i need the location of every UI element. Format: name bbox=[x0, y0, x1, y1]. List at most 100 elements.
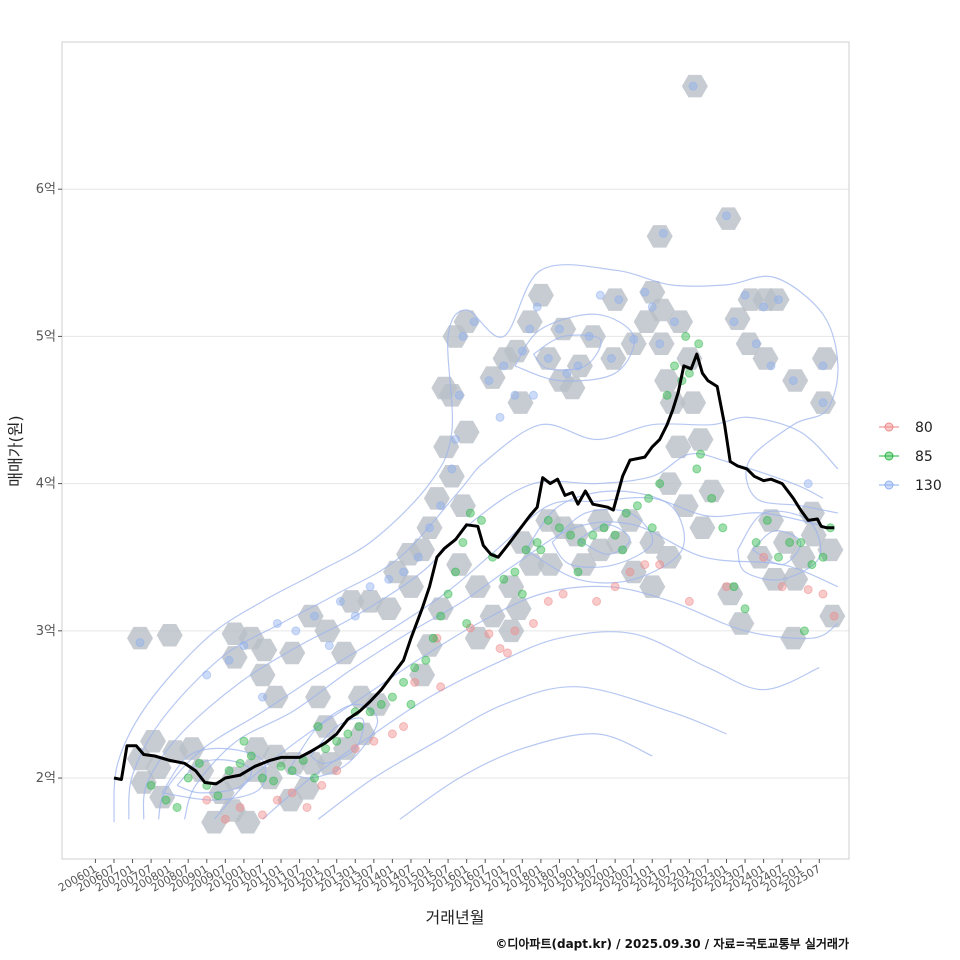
data-point-85 bbox=[692, 464, 702, 474]
data-point-130 bbox=[350, 611, 360, 621]
hexbin-cell bbox=[587, 509, 614, 532]
hexbin-cell bbox=[782, 369, 809, 392]
hexbin-cell bbox=[656, 546, 682, 569]
y-tick-label: 4억 bbox=[36, 477, 56, 492]
data-point-85 bbox=[694, 339, 704, 349]
hexbin-cell bbox=[409, 538, 436, 562]
hexbin-cell bbox=[243, 737, 270, 760]
data-point-130 bbox=[525, 324, 535, 334]
y-tick-label: 6억 bbox=[36, 182, 56, 197]
hexbin-cell bbox=[338, 590, 365, 613]
data-point-85 bbox=[462, 618, 472, 628]
hexbin-cell bbox=[505, 597, 532, 620]
data-point-80 bbox=[302, 802, 312, 812]
data-point-85 bbox=[573, 567, 583, 577]
data-point-130 bbox=[647, 302, 657, 312]
hexbin-cell bbox=[409, 663, 436, 687]
data-point-85 bbox=[554, 523, 564, 533]
hexbin-cell bbox=[507, 391, 534, 414]
hexbin-cell bbox=[819, 604, 846, 628]
data-point-130 bbox=[517, 346, 527, 356]
data-point-85 bbox=[172, 802, 182, 812]
data-point-80 bbox=[558, 589, 568, 599]
data-point-130 bbox=[324, 641, 334, 651]
hexbin-cell bbox=[279, 641, 306, 665]
data-point-80 bbox=[510, 626, 520, 636]
data-point-85 bbox=[246, 751, 256, 761]
data-point-80 bbox=[640, 560, 650, 570]
hexbin-cell bbox=[305, 685, 332, 709]
data-point-85 bbox=[521, 545, 531, 555]
density-contour-line bbox=[514, 313, 635, 382]
hexbin-cell bbox=[665, 435, 692, 459]
data-point-85 bbox=[428, 633, 438, 643]
hexbin-cell bbox=[605, 531, 632, 554]
data-point-85 bbox=[517, 589, 527, 599]
hexbin-cell bbox=[201, 810, 228, 834]
density-contour-line bbox=[113, 264, 839, 823]
data-point-85 bbox=[785, 538, 795, 548]
data-point-85 bbox=[632, 501, 642, 511]
data-point-85 bbox=[410, 663, 420, 673]
hexbin-cell bbox=[221, 622, 248, 645]
hexbin-cell bbox=[178, 737, 205, 760]
data-point-85 bbox=[451, 567, 460, 577]
density-contour-line bbox=[399, 733, 653, 820]
data-point-130 bbox=[640, 287, 650, 297]
data-point-130 bbox=[759, 302, 769, 312]
density-contour-line bbox=[533, 334, 602, 371]
data-point-85 bbox=[269, 776, 279, 786]
data-point-130 bbox=[399, 567, 409, 577]
hexbin-cell bbox=[680, 391, 707, 414]
legend-label-80: 80 bbox=[915, 420, 933, 436]
hexbin-cell bbox=[312, 715, 339, 738]
data-point-130 bbox=[584, 331, 594, 341]
data-point-85 bbox=[644, 493, 654, 503]
data-point-130 bbox=[335, 596, 345, 606]
trend-line bbox=[113, 352, 835, 786]
density-contour-line bbox=[157, 496, 831, 820]
hexbin-cell bbox=[566, 354, 593, 378]
data-point-80 bbox=[543, 596, 553, 606]
data-point-85 bbox=[321, 744, 331, 754]
data-point-85 bbox=[599, 523, 609, 533]
data-point-130 bbox=[469, 317, 479, 327]
x-axis-ticks: 2006012006072007012007072008012008072009… bbox=[56, 859, 823, 895]
density-contour-line bbox=[262, 631, 820, 820]
data-point-85 bbox=[239, 736, 249, 746]
hexbin-cell bbox=[375, 597, 402, 620]
data-point-130 bbox=[499, 361, 509, 371]
data-point-85 bbox=[313, 722, 323, 732]
data-point-85 bbox=[443, 589, 453, 599]
data-point-130 bbox=[573, 361, 583, 371]
hexbin-cell bbox=[188, 759, 215, 782]
data-point-130 bbox=[447, 464, 457, 474]
data-point-130 bbox=[425, 523, 435, 533]
data-point-130 bbox=[729, 317, 739, 327]
hexbin-cell bbox=[811, 347, 838, 370]
data-point-130 bbox=[484, 376, 494, 386]
data-point-85 bbox=[718, 523, 728, 533]
data-point-80 bbox=[272, 795, 282, 805]
data-point-80 bbox=[818, 589, 828, 599]
hexbin-cell bbox=[728, 612, 755, 635]
data-point-130 bbox=[655, 339, 665, 349]
data-point-85 bbox=[773, 552, 783, 562]
hexbin-cell bbox=[453, 420, 480, 444]
hexbin-cell bbox=[537, 553, 564, 576]
trend-line-layer bbox=[113, 352, 835, 786]
data-point-130 bbox=[272, 618, 282, 628]
hexbin-cell bbox=[427, 597, 454, 620]
hexbin-cell bbox=[383, 560, 410, 584]
hexbin-cell bbox=[810, 391, 836, 414]
data-point-85 bbox=[257, 773, 267, 783]
y-axis-title: 매매가(원) bbox=[6, 415, 25, 486]
data-point-80 bbox=[777, 582, 787, 592]
data-point-85 bbox=[224, 766, 234, 776]
hexbin-cell bbox=[667, 310, 694, 333]
data-point-130 bbox=[257, 692, 267, 702]
data-point-85 bbox=[213, 791, 223, 801]
data-point-130 bbox=[766, 361, 776, 371]
data-point-80 bbox=[387, 729, 397, 739]
hexbin-cell bbox=[251, 638, 278, 662]
